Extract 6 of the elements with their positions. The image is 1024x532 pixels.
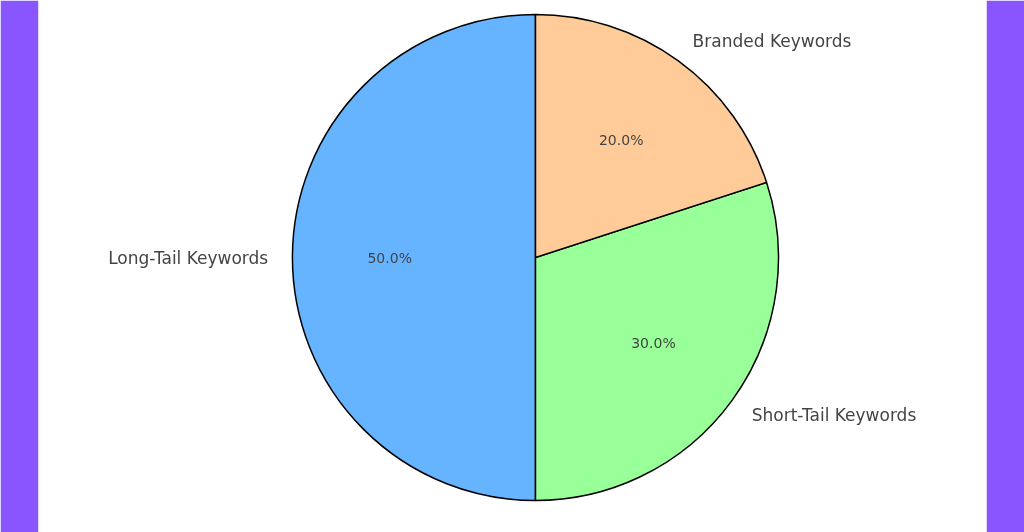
data-label: 50.0%: [367, 249, 412, 266]
slice-label: Branded Keywords: [692, 31, 852, 52]
slice-label: Long-Tail Keywords: [108, 247, 269, 268]
slice-label: Short-Tail Keywords: [751, 404, 917, 425]
data-label: 30.0%: [631, 335, 676, 352]
data-label: 20.0%: [598, 131, 644, 148]
